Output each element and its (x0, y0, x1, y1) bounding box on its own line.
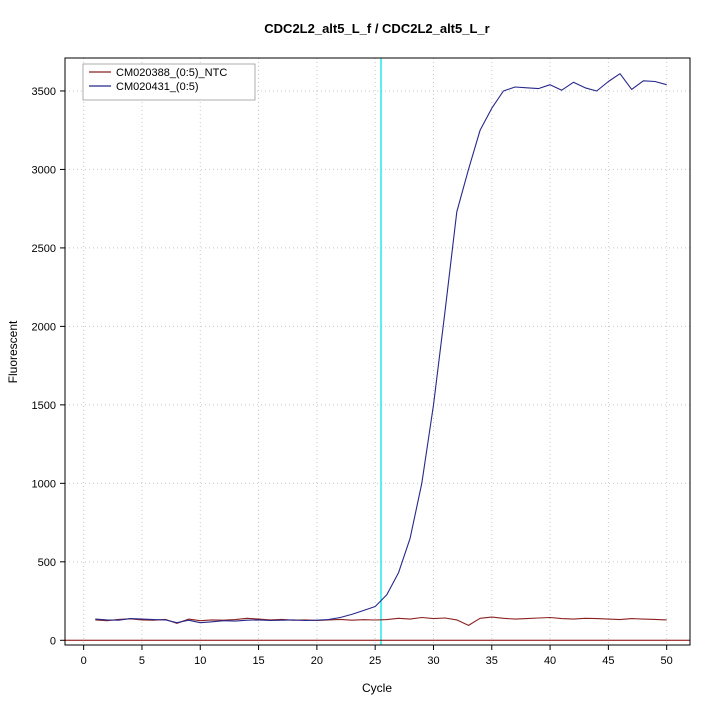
x-tick-label: 40 (544, 655, 556, 667)
x-axis-label: Cycle (362, 681, 392, 695)
y-tick-label: 0 (50, 635, 56, 647)
y-tick-label: 500 (38, 557, 56, 569)
series-curve-0 (95, 616, 667, 626)
x-tick-label: 45 (602, 655, 614, 667)
x-tick-label: 15 (252, 655, 264, 667)
x-tick-label: 35 (486, 655, 498, 667)
x-tick-label: 25 (369, 655, 381, 667)
series-curves (95, 73, 667, 626)
y-tick-label: 2000 (32, 321, 56, 333)
y-tick-label: 2500 (32, 243, 56, 255)
y-tick-label: 3500 (32, 86, 56, 98)
y-tick-label: 1000 (32, 478, 56, 490)
chart-title: CDC2L2_alt5_L_f / CDC2L2_alt5_L_r (264, 21, 489, 36)
x-tick-label: 0 (81, 655, 87, 667)
axis-ticks: 0 5 10 15 20 25 30 35 40 45 5005001000150020002500… (32, 86, 673, 667)
legend: CM020388_(0:5)_NTC CM020431_(0:5) (82, 63, 256, 101)
y-tick-label: 1500 (32, 400, 56, 412)
y-axis-label: Fluorescent (6, 320, 20, 383)
x-tick-label: 50 (661, 655, 673, 667)
series-curve-1 (95, 73, 667, 624)
gridlines (65, 58, 690, 645)
legend-entry-label: CM020431_(0:5) (116, 81, 199, 93)
plot-border (64, 57, 691, 646)
x-tick-label: 20 (311, 655, 323, 667)
x-tick-label: 5 (139, 655, 145, 667)
marker-lines (65, 58, 690, 645)
x-tick-label: 10 (194, 655, 206, 667)
legend-box (82, 63, 256, 101)
x-tick-label: 30 (427, 655, 439, 667)
y-tick-label: 3000 (32, 164, 56, 176)
legend-entry-label: CM020388_(0:5)_NTC (116, 67, 227, 79)
